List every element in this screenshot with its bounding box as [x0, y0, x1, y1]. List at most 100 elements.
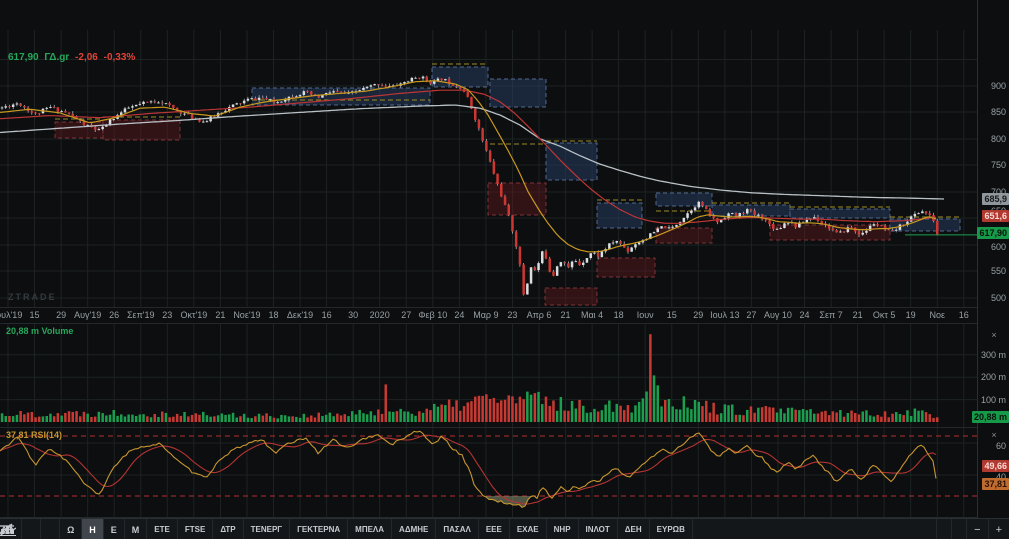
- timeframe-button-Μ[interactable]: Μ: [125, 519, 148, 539]
- date-label: 18: [268, 310, 279, 320]
- date-label: 15: [666, 310, 677, 320]
- ticker-tab[interactable]: ΓΕΚΤΕΡΝΑ: [290, 519, 349, 539]
- ticker-tab[interactable]: ΕΥΡΩΒ: [650, 519, 693, 539]
- date-label: 24: [454, 310, 465, 320]
- quote-change: -2,06: [75, 52, 98, 63]
- axis-tick-label: 40: [995, 472, 1006, 482]
- quote-symbol: ΓΔ.gr: [44, 52, 70, 63]
- rsi-indicator-name: RSI(14): [31, 430, 63, 440]
- ticker-tab[interactable]: ΠΑΣΑΛ: [436, 519, 479, 539]
- date-label: 19: [905, 310, 916, 320]
- rsi-badge: 49,66: [982, 460, 1009, 472]
- zoom-out-button[interactable]: −: [966, 519, 987, 539]
- axis-tick-label: 550: [990, 266, 1006, 276]
- volume-pane[interactable]: [0, 324, 977, 428]
- date-label: 16: [958, 310, 969, 320]
- rsi-pane[interactable]: [0, 428, 977, 517]
- quote-line: 617,90 ΓΔ.gr -2,06 -0,33%: [8, 52, 135, 63]
- axis-tick-label: 900: [990, 81, 1006, 91]
- ticker-tab[interactable]: ΔΤΡ: [213, 519, 244, 539]
- date-label: Ιουν: [636, 310, 654, 320]
- ticker-tab[interactable]: FTSE: [178, 519, 214, 539]
- pane-separator: [0, 517, 977, 518]
- date-label: 18: [613, 310, 624, 320]
- date-label: 16: [321, 310, 332, 320]
- ticker-tab[interactable]: ΕΧΑΕ: [510, 519, 547, 539]
- axis-tick-label: 200 m: [980, 372, 1006, 382]
- date-label: 21: [560, 310, 571, 320]
- date-label: Μαρ 9: [473, 310, 499, 320]
- date-label: Νοε'19: [233, 310, 261, 320]
- ticker-tab[interactable]: ΕΕΕ: [479, 519, 510, 539]
- ticker-tab[interactable]: ΕΤΕ: [147, 519, 178, 539]
- date-label: 30: [348, 310, 359, 320]
- axis-tick-label: 60: [995, 441, 1006, 451]
- rsi-pane-label: 37,81 RSI(14): [6, 430, 62, 440]
- broker-watermark: ZTRADE: [8, 292, 57, 302]
- date-label: 23: [507, 310, 518, 320]
- date-label: Αυγ'19: [74, 310, 102, 320]
- date-axis[interactable]: Ιουλ'19 15 29 Αυγ'19 26 Σεπ'19 23 Οκτ'19 21 Νοε'1…: [0, 308, 977, 323]
- close-rsi-pane-icon[interactable]: ×: [991, 430, 997, 440]
- price-badge: 685,9: [982, 193, 1009, 205]
- pane-separator: [0, 427, 977, 428]
- date-label: Μαι 4: [580, 310, 604, 320]
- rsi-value: 37,81: [6, 430, 29, 440]
- ticker-tab[interactable]: ΔΕΗ: [618, 519, 650, 539]
- price-candlestick-pane[interactable]: [0, 30, 977, 308]
- timeframe-button-Η[interactable]: Η: [82, 519, 104, 539]
- date-label: 27: [746, 310, 757, 320]
- line-chart-icon[interactable]: [0, 519, 951, 539]
- price-badge: 651,6: [982, 210, 1009, 222]
- quote-change-pct: -0,33%: [103, 52, 136, 63]
- axis-tick-label: 750: [990, 160, 1006, 170]
- axis-tick-label: 700: [990, 187, 1006, 197]
- zoom-in-button[interactable]: +: [987, 519, 1009, 539]
- date-label: Σεπ'19: [126, 310, 155, 320]
- date-label: 23: [162, 310, 173, 320]
- timeframe-button-Ε[interactable]: Ε: [104, 519, 125, 539]
- axis-tick-label: 850: [990, 107, 1006, 117]
- date-label: 29: [56, 310, 67, 320]
- close-volume-pane-icon[interactable]: ×: [991, 330, 997, 340]
- volume-value: 20,88 m: [6, 326, 40, 336]
- toolbar-spacer: [693, 519, 936, 539]
- volume-badge: 20,88 m: [971, 411, 1009, 423]
- axis-tick-label: 600: [990, 242, 1006, 252]
- date-label: 24: [799, 310, 810, 320]
- date-label: 27: [401, 310, 412, 320]
- trendline-tool-icon[interactable]: [0, 519, 42, 539]
- ticker-tab[interactable]: ΜΠΕΛΑ: [348, 519, 393, 539]
- date-label: Απρ 6: [526, 310, 552, 320]
- date-label: 21: [852, 310, 863, 320]
- ticker-tab[interactable]: ΝΗΡ: [547, 519, 579, 539]
- axis-tick-label: 800: [990, 134, 1006, 144]
- volume-pane-label: 20,88 m Volume: [6, 326, 73, 336]
- date-label: Οκτ'19: [180, 310, 208, 320]
- date-label: 2020: [369, 310, 390, 320]
- volume-indicator-name: Volume: [41, 326, 74, 336]
- indicator-list-icon[interactable]: [0, 519, 61, 539]
- date-label: Αυγ 10: [763, 310, 792, 320]
- date-label: 26: [109, 310, 120, 320]
- bar-chart-icon[interactable]: [0, 519, 966, 539]
- date-label: Νοε: [929, 310, 946, 320]
- date-label: Σεπ 7: [819, 310, 843, 320]
- ticker-tab[interactable]: ΙΝΛΟΤ: [579, 519, 618, 539]
- ticker-tab[interactable]: ΤΕΝΕΡΓ: [244, 519, 291, 539]
- axis-tick-label: 300 m: [980, 350, 1006, 360]
- axis-tick-label: 500: [990, 293, 1006, 303]
- date-label: 29: [693, 310, 704, 320]
- ticker-tab[interactable]: ΑΔΜΗΕ: [392, 519, 437, 539]
- rsi-badge: 37,81: [982, 478, 1009, 490]
- price-badge: 617,90: [977, 227, 1009, 239]
- timeframe-button-Ω[interactable]: Ω: [60, 519, 83, 539]
- pane-separator: [0, 307, 977, 308]
- date-label: Οκτ 5: [872, 310, 896, 320]
- quote-price: 617,90: [8, 52, 39, 63]
- date-label: Φεβ 10: [418, 310, 448, 320]
- pane-separator: [0, 323, 977, 324]
